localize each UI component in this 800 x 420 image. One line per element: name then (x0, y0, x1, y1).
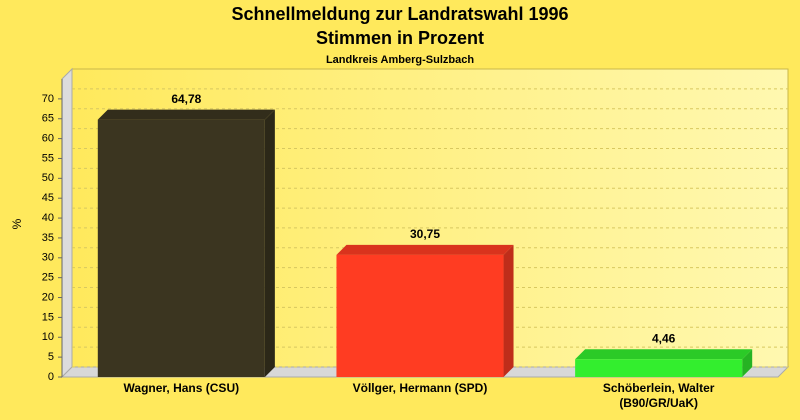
value-label: 30,75 (410, 227, 440, 241)
bar-side (264, 109, 275, 377)
y-tick-label: 60 (42, 133, 54, 145)
bar-side (503, 244, 514, 377)
bar (97, 119, 265, 377)
value-label: 4,46 (652, 331, 676, 345)
y-tick-label: 70 (42, 93, 54, 105)
x-tick-label: Schöberlein, Walter (B90/GR/UaK) (603, 381, 715, 410)
chart-title: Schnellmeldung zur Landratswahl 1996 (231, 4, 568, 24)
y-tick-label: 0 (48, 371, 54, 383)
y-tick-label: 15 (42, 311, 54, 323)
x-tick-label: Wagner, Hans (CSU) (124, 381, 240, 395)
y-tick-label: 30 (42, 252, 54, 264)
x-tick-label-line: (B90/GR/UaK) (619, 396, 698, 410)
x-tick-label-line: Schöberlein, Walter (603, 381, 715, 395)
y-tick-label: 50 (42, 172, 54, 184)
y-tick-label: 20 (42, 291, 54, 303)
chart-subtitle: Stimmen in Prozent (316, 28, 484, 48)
left-wall (61, 67, 73, 379)
y-tick-label: 65 (42, 113, 54, 125)
value-label: 64,78 (171, 92, 201, 106)
bar (336, 254, 504, 377)
bar-top (336, 244, 514, 255)
chart-caption: Landkreis Amberg-Sulzbach (326, 54, 474, 66)
y-tick-label: 5 (48, 351, 54, 363)
bar-side (742, 349, 753, 377)
y-tick-label: 25 (42, 272, 54, 284)
x-tick-label: Völlger, Hermann (SPD) (353, 381, 488, 395)
bar-top (575, 349, 753, 360)
y-tick-label: 10 (42, 331, 54, 343)
y-tick-label: 35 (42, 232, 54, 244)
y-tick-label: 40 (42, 212, 54, 224)
bar (575, 359, 743, 377)
y-axis-label: % (10, 218, 24, 229)
bar-top (97, 109, 275, 120)
y-tick-label: 45 (42, 192, 54, 204)
y-tick-label: 55 (42, 152, 54, 164)
